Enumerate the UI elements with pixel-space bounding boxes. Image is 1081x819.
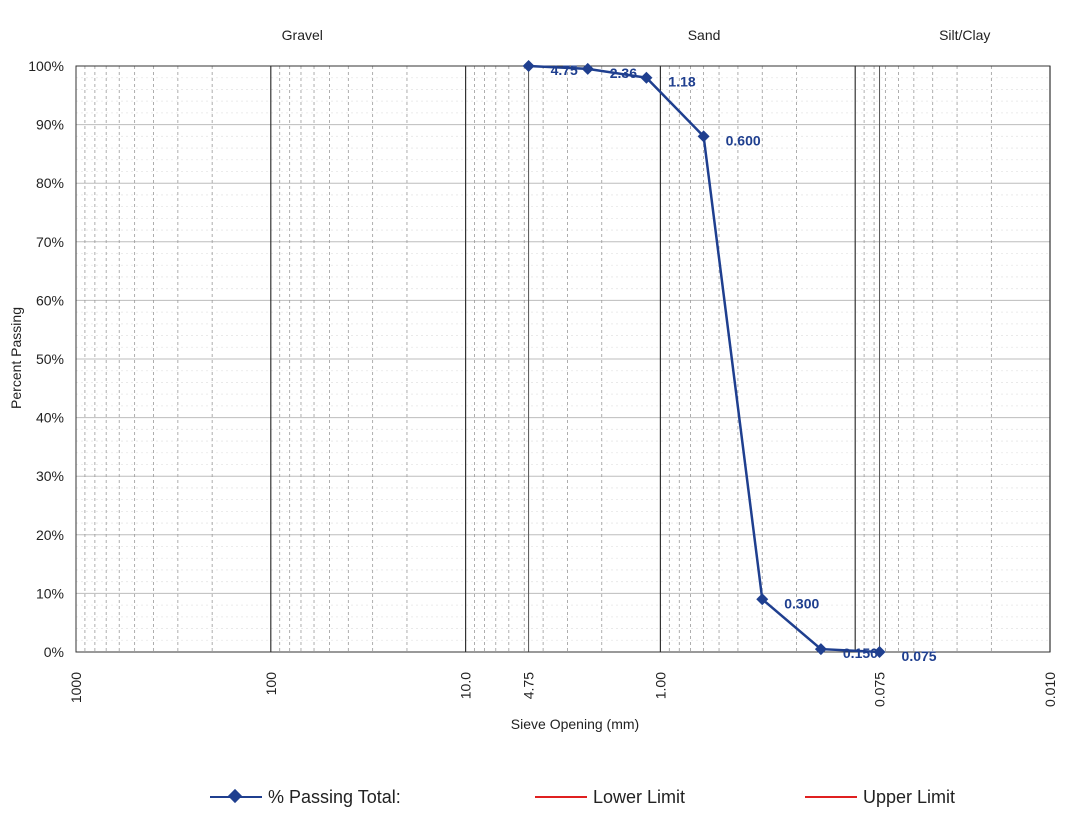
legend-label-passing: % Passing Total: [268,786,401,807]
data-point-label: 0.075 [902,648,937,664]
y-tick-label: 40% [36,410,64,426]
legend-item-upper-limit: Upper Limit [805,784,955,810]
data-point-label: 0.300 [784,595,819,611]
x-tick-label: 4.75 [521,672,537,699]
x-axis-ticks: 1000 100 10.0 4.75 1.00 0.075 0.010 [68,672,1058,707]
legend-swatch-upper-limit [805,796,857,798]
zone-label: Sand [688,27,721,43]
legend-swatch-lower-limit [535,796,587,798]
data-point-marker [814,643,827,656]
data-point-marker [581,62,594,75]
legend-label-lower-limit: Lower Limit [593,786,686,807]
data-point-label: 4.75 [551,62,578,78]
x-tick-label: 1000 [68,672,84,703]
data-point-label: 0.600 [726,132,761,148]
y-axis-label: Percent Passing [8,307,24,409]
data-point-marker [640,71,653,84]
y-tick-label: 30% [36,468,64,484]
plot-area [75,65,1051,653]
y-tick-label: 60% [36,292,64,308]
data-point-marker [756,593,769,606]
y-axis-ticks: 0% 10% 20% 30% 40% 50% 60% 70% 80% 90% 100% [28,58,64,660]
y-tick-label: 50% [36,351,64,367]
y-tick-label: 80% [36,175,64,191]
data-point-label: 1.18 [668,74,695,90]
y-tick-label: 100% [28,58,64,74]
y-tick-label: 70% [36,234,64,250]
y-tick-label: 0% [44,644,64,660]
series-layer: 4.75 2.36 1.18 0.600 0.300 0.150 0.075 [522,60,937,664]
y-tick-label: 90% [36,117,64,133]
legend-item-passing: % Passing Total: [210,784,401,810]
zone-labels: Gravel Sand Silt/Clay [282,27,991,43]
data-point-marker [522,60,535,72]
x-tick-label: 0.010 [1042,672,1058,707]
zone-label: Gravel [282,27,323,43]
x-tick-label: 10.0 [458,672,474,699]
data-point-marker [873,646,886,658]
legend-label-upper-limit: Upper Limit [863,786,956,807]
data-point-marker [697,130,710,143]
legend-item-lower-limit: Lower Limit [535,784,685,810]
data-point-label: 0.150 [843,645,878,661]
x-tick-label: 1.00 [652,672,668,699]
chart-grid [76,65,1051,653]
legend-swatch-passing [210,788,262,804]
y-tick-label: 10% [36,585,64,601]
data-point-label: 2.36 [610,65,637,81]
x-axis-label: Sieve Opening (mm) [511,716,639,732]
legend: % Passing Total: Lower Limit Upper Limit [0,778,1081,818]
diamond-marker-icon [227,788,243,804]
x-tick-label: 100 [263,672,279,696]
zone-label: Silt/Clay [939,27,990,43]
y-tick-label: 20% [36,527,64,543]
x-tick-label: 0.075 [872,672,888,707]
